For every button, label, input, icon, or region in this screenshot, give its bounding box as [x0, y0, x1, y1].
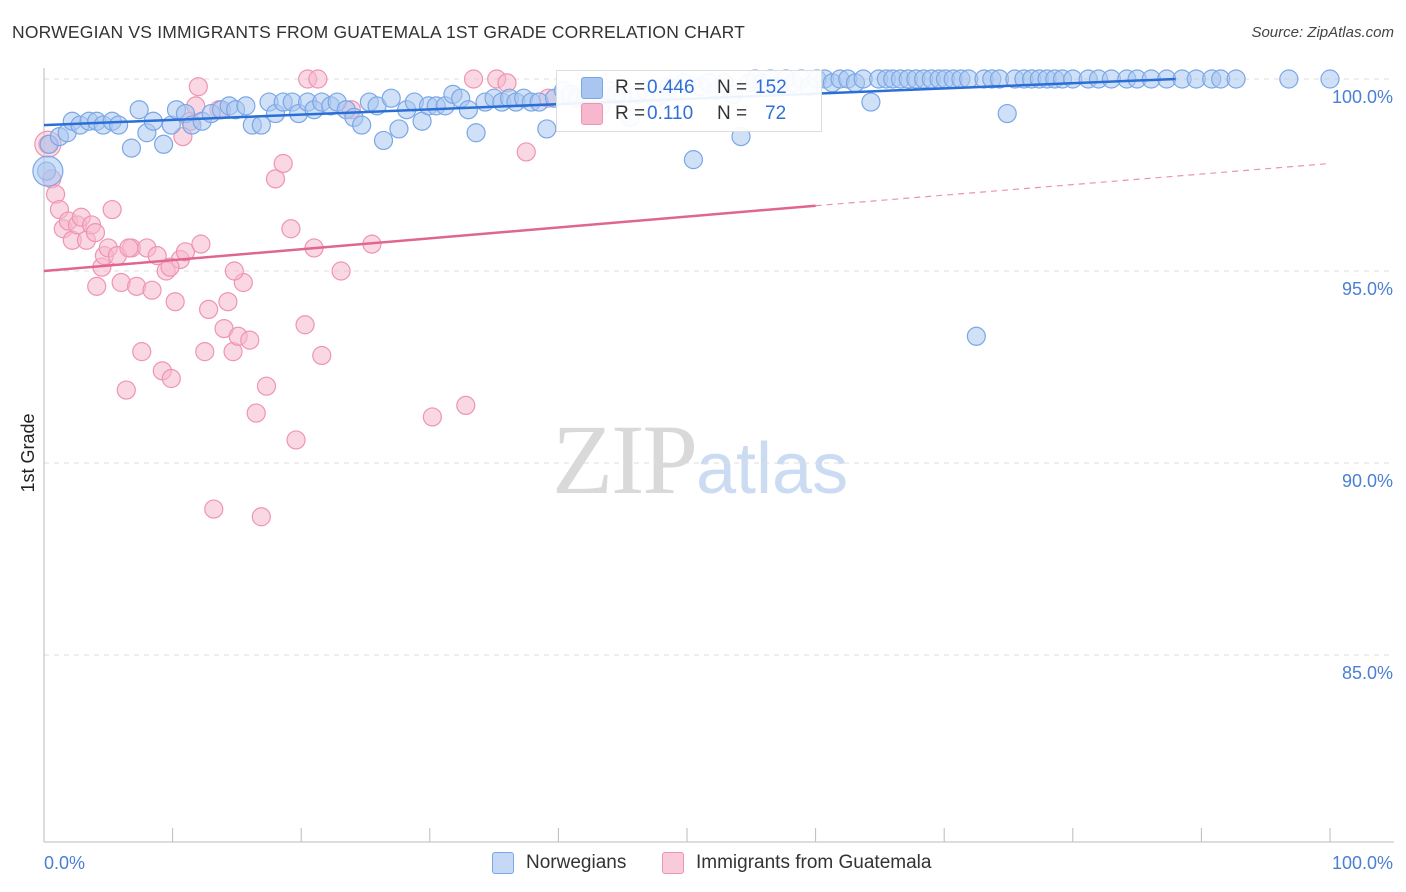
guatemala-point [295, 315, 315, 335]
y-tick-label: 100.0% [1332, 87, 1393, 107]
guatemala-point [246, 403, 266, 423]
legend-item-guatemala[interactable]: Immigrants from Guatemala [662, 852, 931, 874]
norwegian-point [381, 88, 401, 108]
norwegian-point [236, 96, 256, 116]
norwegian-point [352, 115, 372, 135]
legend-label-guatemala: Immigrants from Guatemala [696, 852, 932, 873]
guatemala-point [132, 342, 152, 362]
series-legend: Norwegians Immigrants from Guatemala [0, 852, 1406, 878]
trend-line-guatemala-extension [815, 162, 1331, 207]
source-label: Source: ZipAtlas.com [1251, 24, 1394, 41]
legend-swatch-blue [581, 77, 603, 99]
guatemala-point [191, 234, 211, 254]
watermark-atlas: atlas [696, 429, 849, 509]
legend-swatch-pink [581, 103, 603, 125]
correlation-legend: R = 0.446 N = 152 R = 0.110 N = 72 [556, 70, 822, 132]
chart-title: NORWEGIAN VS IMMIGRANTS FROM GUATEMALA 1… [12, 22, 746, 42]
guatemala-point [463, 69, 484, 89]
norwegian-point-large [32, 155, 64, 187]
norwegian-point [861, 92, 881, 112]
legend-n-label: N = [717, 77, 748, 98]
legend-item-norwegians[interactable]: Norwegians [492, 852, 626, 874]
axis-labels: 100.0% 95.0% 90.0% 85.0% 0.0% 100.0% 1st Grade [18, 87, 1393, 873]
guatemala-point [308, 69, 328, 89]
watermark-zip: ZIP [552, 404, 698, 515]
norwegian-point [389, 119, 409, 139]
y-tick-label: 95.0% [1342, 279, 1393, 299]
guatemala-point [331, 261, 351, 281]
legend-r-value: 0.110 [647, 103, 694, 124]
guatemala-point [161, 368, 181, 389]
guatemala-point [165, 292, 185, 312]
norwegian-point [108, 115, 129, 135]
guatemala-point [224, 261, 244, 281]
guatemala-point [175, 242, 196, 262]
guatemala-point [312, 345, 332, 366]
y-axis-title: 1st Grade [18, 413, 38, 492]
legend-row-guatemala: R = 0.110 N = 72 [581, 102, 805, 126]
legend-swatch-pink [662, 852, 684, 874]
legend-n-value: 152 [755, 77, 787, 98]
guatemala-point [85, 223, 106, 243]
norwegian-point [1226, 69, 1246, 89]
guatemala-point [188, 77, 208, 97]
norwegian-point [683, 150, 704, 170]
guatemala-point [199, 299, 219, 319]
guatemala-point [102, 199, 122, 220]
x-tick-label: 0.0% [44, 853, 85, 873]
guatemala-point [251, 507, 271, 527]
norwegian-point [1279, 69, 1299, 89]
guatemala-point [116, 380, 136, 400]
guatemala-point [516, 142, 536, 162]
x-tick-label: 100.0% [1332, 853, 1393, 873]
norwegian-point [1320, 69, 1340, 89]
legend-r-value: 0.446 [647, 77, 695, 98]
norwegian-point [129, 100, 149, 120]
y-tick-label: 90.0% [1342, 471, 1393, 491]
norwegian-point [537, 119, 557, 139]
legend-n-label: N = [717, 103, 748, 124]
norwegian-point [373, 130, 394, 151]
grid-lines [44, 78, 1394, 656]
guatemala-point [119, 238, 139, 258]
norwegian-point [153, 134, 174, 154]
guatemala-point [160, 257, 180, 277]
y-tick-label: 85.0% [1342, 663, 1393, 683]
legend-row-norwegians: R = 0.446 N = 152 [581, 76, 795, 100]
guatemala-point [286, 430, 306, 450]
guatemala-point [422, 407, 442, 427]
legend-r-label: R = [615, 77, 646, 98]
guatemala-point [87, 276, 107, 296]
norwegian-point [121, 138, 142, 158]
guatemala-point [256, 376, 277, 396]
guatemala-point [273, 153, 293, 174]
legend-label-norwegians: Norwegians [526, 852, 627, 873]
guatemala-point [281, 219, 301, 239]
norwegian-point [997, 103, 1017, 124]
norwegian-point [966, 326, 986, 346]
guatemala-point [456, 395, 476, 415]
guatemala-point [218, 292, 238, 312]
legend-r-label: R = [615, 103, 646, 124]
watermark: ZIPatlas [552, 402, 848, 517]
guatemala-point [142, 280, 162, 300]
legend-n-value: 72 [765, 103, 787, 124]
norwegian-point [466, 123, 486, 143]
axes [43, 68, 1394, 843]
guatemala-point [195, 342, 215, 362]
norwegian-point [458, 100, 478, 120]
guatemala-point [265, 169, 286, 189]
legend-swatch-blue [492, 852, 514, 874]
guatemala-point [240, 330, 260, 350]
guatemala-point [204, 499, 224, 519]
trend-line-guatemala [43, 204, 816, 273]
